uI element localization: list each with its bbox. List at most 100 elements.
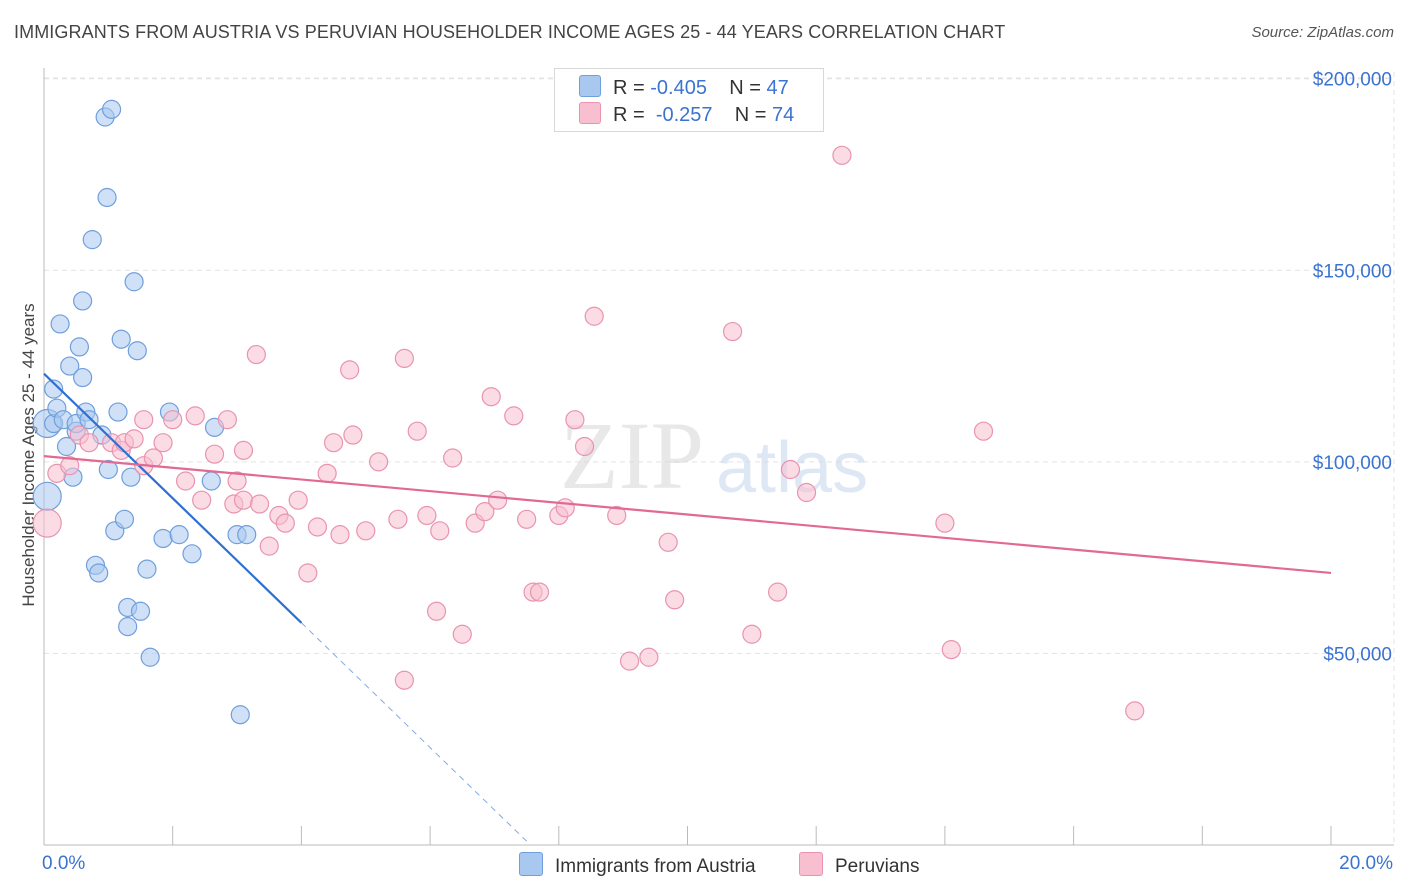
peru-point <box>426 601 447 621</box>
peru-point <box>227 471 247 491</box>
bottom-legend-swatch-peru <box>799 852 823 876</box>
peru-point <box>517 509 537 529</box>
peru-point <box>722 321 743 342</box>
austria-point <box>230 705 250 725</box>
trend-line-austria <box>43 372 303 624</box>
legend-swatch-peru <box>579 102 601 124</box>
peru-point <box>249 494 270 514</box>
austria-point <box>140 647 160 667</box>
peru-point <box>475 502 495 522</box>
peru-point <box>124 429 144 449</box>
austria-point <box>101 99 122 119</box>
austria-point <box>73 291 93 311</box>
peru-point <box>163 410 183 430</box>
austria-point <box>50 314 70 334</box>
austria-point <box>201 471 221 491</box>
legend-r-label: R = <box>613 104 645 126</box>
austria-point <box>32 481 62 511</box>
bottom-legend-label-peru: Peruvians <box>835 856 920 877</box>
bottom-legend-peru: Peruvians <box>799 852 920 878</box>
peru-point <box>767 582 788 602</box>
peru-point <box>935 513 955 533</box>
austria-point <box>89 563 109 583</box>
legend-n-value-peru: 74 <box>772 104 795 126</box>
peru-point <box>233 490 254 510</box>
peru-point <box>185 406 205 426</box>
y-tick-label: $200,000 <box>1313 70 1392 91</box>
austria-point <box>69 337 89 357</box>
peru-point <box>134 410 154 430</box>
austria-point <box>182 544 202 564</box>
peru-point <box>394 348 414 368</box>
peru-point <box>153 433 173 453</box>
legend-n-value-austria: 47 <box>766 77 789 99</box>
peru-point <box>665 590 685 610</box>
austria-point <box>121 467 141 487</box>
peru-point <box>565 410 585 430</box>
x-tick-label-min: 0.0% <box>42 853 85 874</box>
peru-point <box>417 505 437 526</box>
peru-point <box>973 421 994 441</box>
peru-point <box>233 440 254 460</box>
peru-point <box>1125 701 1145 721</box>
y-axis-label: Householder Income Ages 25 - 44 years <box>19 303 38 606</box>
peru-point <box>488 490 508 510</box>
austria-point <box>137 559 157 579</box>
bottom-legend-label-austria: Immigrants from Austria <box>555 856 756 877</box>
peru-point <box>742 624 762 644</box>
peru-point <box>584 306 604 326</box>
x-tick-labels: 0.0% 20.0% <box>42 853 1393 874</box>
peru-point <box>317 463 337 483</box>
legend-n-label: N = <box>729 77 761 99</box>
peru-point <box>369 452 389 472</box>
legend-r-label: R = <box>613 77 645 99</box>
peru-point <box>343 425 363 445</box>
source-note: Source: ZipAtlas.com <box>1251 24 1394 41</box>
peru-point <box>504 406 524 426</box>
peru-point <box>481 387 501 407</box>
peru-point <box>619 651 640 671</box>
austria-point <box>169 525 189 545</box>
peru-point <box>79 433 99 453</box>
austria-point <box>108 402 128 422</box>
austria-point <box>118 617 138 637</box>
peru-point <box>356 521 376 541</box>
peru-point <box>340 360 360 380</box>
peru-point <box>529 582 550 602</box>
austria-point <box>73 367 93 388</box>
series-peru-points <box>32 145 1145 721</box>
peru-point <box>246 344 266 365</box>
austria-point <box>97 187 117 208</box>
austria-point <box>127 341 147 361</box>
trend-line-peru <box>43 455 1332 575</box>
series-austria-points <box>32 99 257 725</box>
watermark: ZIP atlas <box>560 402 868 509</box>
peru-point <box>639 647 659 667</box>
peru-point <box>941 639 961 660</box>
peru-point <box>32 508 62 538</box>
austria-point <box>130 601 151 621</box>
peru-point <box>832 145 852 165</box>
y-tick-label: $100,000 <box>1313 453 1392 474</box>
bottom-legend-swatch-austria <box>519 852 543 876</box>
trend-line-austria-extension <box>301 622 527 842</box>
austria-point <box>44 379 64 399</box>
peru-point <box>323 433 344 453</box>
bottom-legend-austria: Immigrants from Austria <box>519 852 756 878</box>
peru-point <box>288 490 308 510</box>
y-tick-label: $50,000 <box>1323 644 1392 665</box>
peru-point <box>796 482 817 503</box>
peru-point <box>780 459 801 480</box>
peru-point <box>217 410 237 430</box>
peru-point <box>192 490 212 510</box>
peru-point <box>443 448 463 468</box>
trend-lines <box>43 372 1332 842</box>
austria-point <box>237 525 257 545</box>
gridlines <box>44 72 1395 845</box>
peru-point <box>143 448 163 468</box>
y-tick-labels: $50,000 $100,000 $150,000 $200,000 <box>1313 70 1392 666</box>
peru-point <box>407 421 427 441</box>
peru-point <box>607 505 627 526</box>
legend-r-value-peru: -0.257 <box>655 104 713 126</box>
peru-point <box>204 444 225 464</box>
